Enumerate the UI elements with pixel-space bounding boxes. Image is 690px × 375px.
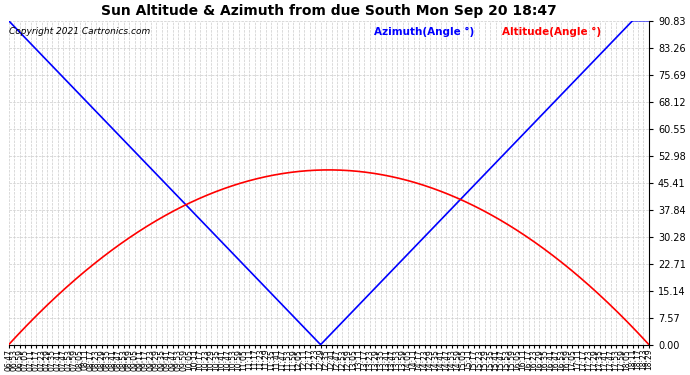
- Text: Altitude(Angle °): Altitude(Angle °): [502, 27, 601, 37]
- Text: Copyright 2021 Cartronics.com: Copyright 2021 Cartronics.com: [9, 27, 150, 36]
- Title: Sun Altitude & Azimuth from due South Mon Sep 20 18:47: Sun Altitude & Azimuth from due South Mo…: [101, 4, 557, 18]
- Text: Azimuth(Angle °): Azimuth(Angle °): [373, 27, 474, 37]
